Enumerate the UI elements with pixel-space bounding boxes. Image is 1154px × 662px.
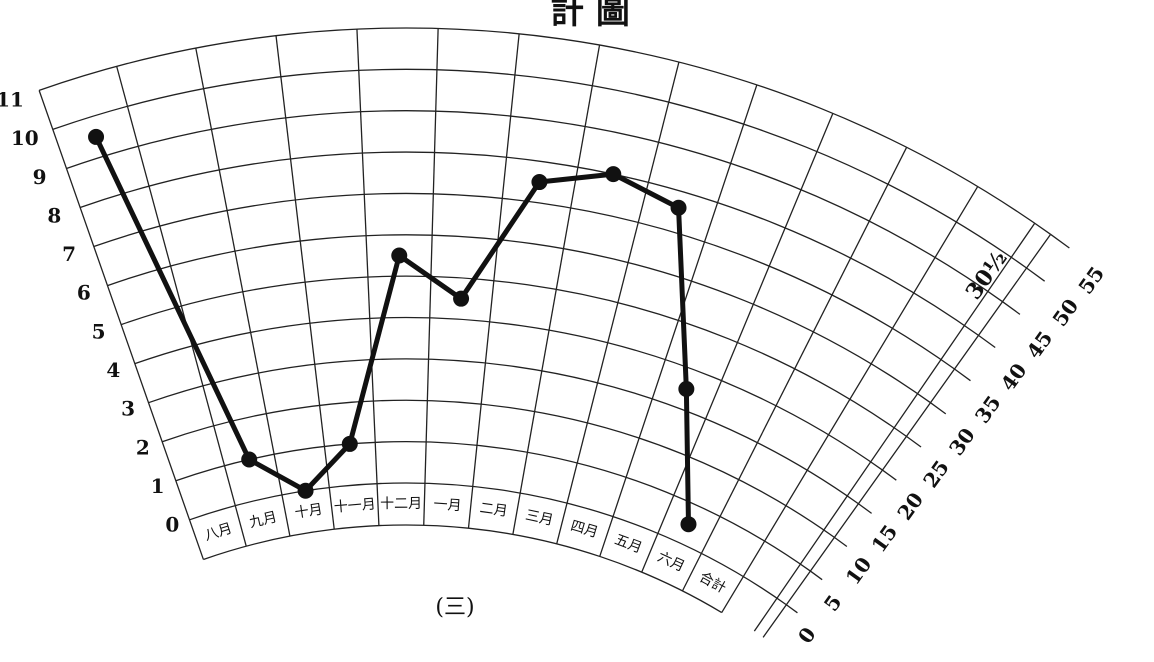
data-point: [297, 482, 314, 499]
y2-tick: [834, 536, 848, 548]
x-tick-label: 五月: [612, 532, 644, 557]
y2-tick-label: 10: [841, 552, 877, 589]
y2-tick-label: 45: [1022, 326, 1058, 363]
column-line: [38, 90, 205, 560]
column-line: [556, 61, 680, 544]
y-tick-label: 4: [106, 358, 120, 382]
grid-arc: [79, 151, 979, 336]
y2-tick-label: 30: [944, 423, 980, 460]
x-tick-label: 四月: [569, 518, 600, 541]
y-tick-label: 11: [0, 88, 24, 112]
grid-arc: [148, 358, 859, 505]
data-point: [678, 380, 695, 397]
y2-tick-label: 40: [996, 359, 1032, 396]
column-line: [681, 147, 908, 592]
y2-axis: [762, 233, 1052, 638]
column-line: [512, 44, 601, 535]
grid-arc: [66, 110, 1003, 303]
y2-tick-label: 5: [819, 590, 847, 615]
x-tick-label: 六月: [655, 549, 687, 575]
y2-tick: [858, 503, 872, 514]
data-point: [341, 435, 358, 452]
grid-arc: [93, 192, 955, 370]
column-line: [467, 33, 520, 529]
chart-title: 計 圖: [550, 0, 630, 32]
y-tick-label: 3: [121, 397, 135, 421]
data-line: [93, 135, 691, 525]
y-tick-label: 7: [62, 242, 76, 266]
data-point: [391, 247, 408, 264]
y2-tick: [882, 469, 897, 481]
grid-arc: [52, 68, 1027, 269]
column-line: [356, 29, 380, 526]
x-tick-label: 十一月: [333, 496, 376, 515]
grid-arc: [120, 275, 907, 437]
y2-tick: [1002, 301, 1021, 315]
annotation: 30½: [961, 246, 1013, 305]
grid-arc: [134, 316, 883, 471]
label-arc: [203, 524, 723, 614]
data-point: [670, 199, 687, 216]
y2-tick-label: 15: [867, 520, 903, 557]
data-point: [531, 174, 548, 191]
x-tick-label: 八月: [203, 521, 234, 545]
column-line: [721, 186, 979, 613]
y2-tick: [906, 435, 922, 448]
x-tick-label: 三月: [524, 507, 555, 529]
x-tick-label: 一月: [433, 496, 462, 514]
data-point: [605, 166, 622, 183]
x-tick-label: 九月: [248, 509, 279, 531]
y2-tick-label: 50: [1048, 294, 1084, 331]
grid-arc: [107, 234, 931, 404]
chart-subtitle: (三): [435, 595, 474, 620]
data-point: [241, 451, 258, 468]
y2-tick-label: 55: [1073, 262, 1109, 299]
y2-axis: [753, 222, 1036, 632]
data-point: [453, 290, 470, 307]
column-line: [195, 47, 291, 537]
x-tick-label: 十月: [294, 501, 324, 521]
y-tick-label: 6: [77, 281, 91, 305]
y2-tick: [1050, 233, 1070, 249]
column-line: [599, 84, 758, 557]
column-line: [641, 113, 834, 573]
y-tick-label: 0: [165, 513, 179, 537]
y2-tick-label: 35: [970, 391, 1006, 428]
y2-tick: [809, 570, 823, 581]
y2-tick-label: 0: [793, 623, 821, 648]
y2-tick: [785, 604, 798, 614]
y-tick-label: 8: [47, 203, 61, 227]
y-tick-label: 2: [136, 435, 150, 459]
grid-arc: [175, 440, 811, 572]
x-tick-label: 合計: [696, 569, 728, 597]
grid-arc: [161, 399, 835, 538]
y-tick-label: 5: [92, 319, 106, 343]
y-tick-label: 10: [11, 126, 39, 150]
y-tick-label: 9: [33, 165, 47, 189]
y2-tick: [954, 368, 971, 382]
data-point: [88, 128, 105, 145]
column-line: [275, 35, 335, 530]
x-tick-label: 十二月: [380, 496, 422, 512]
y2-tick: [978, 334, 996, 349]
y-tick-label: 1: [151, 474, 165, 498]
grid-arc: [189, 482, 787, 606]
y2-tick: [1026, 267, 1046, 282]
y2-tick: [930, 402, 947, 415]
x-tick-label: 二月: [479, 500, 509, 520]
y2-tick-label: 25: [918, 456, 954, 493]
y2-tick-label: 20: [892, 488, 928, 525]
grid-arc: [38, 27, 1051, 235]
data-point: [680, 516, 697, 533]
column-line: [116, 66, 247, 547]
